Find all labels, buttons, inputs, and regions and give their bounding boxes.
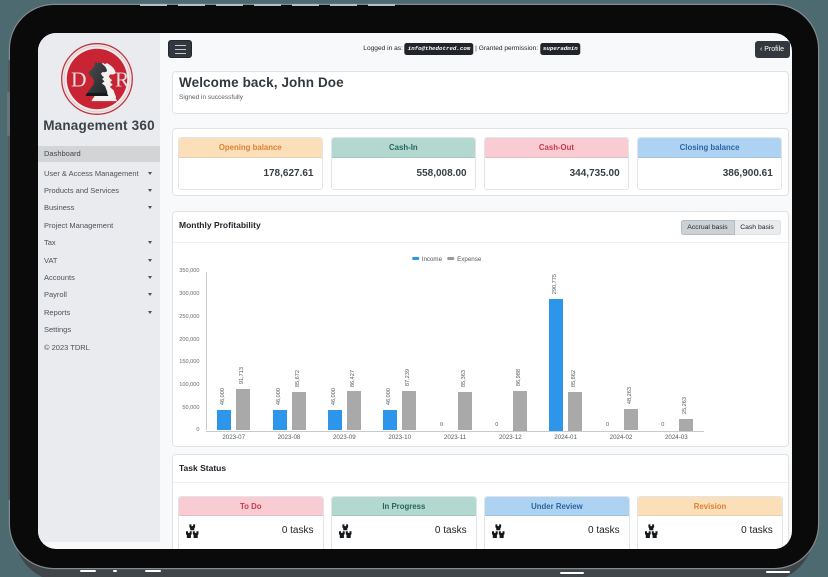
svg-text:D: D bbox=[71, 68, 87, 92]
svg-text:R: R bbox=[115, 68, 130, 92]
